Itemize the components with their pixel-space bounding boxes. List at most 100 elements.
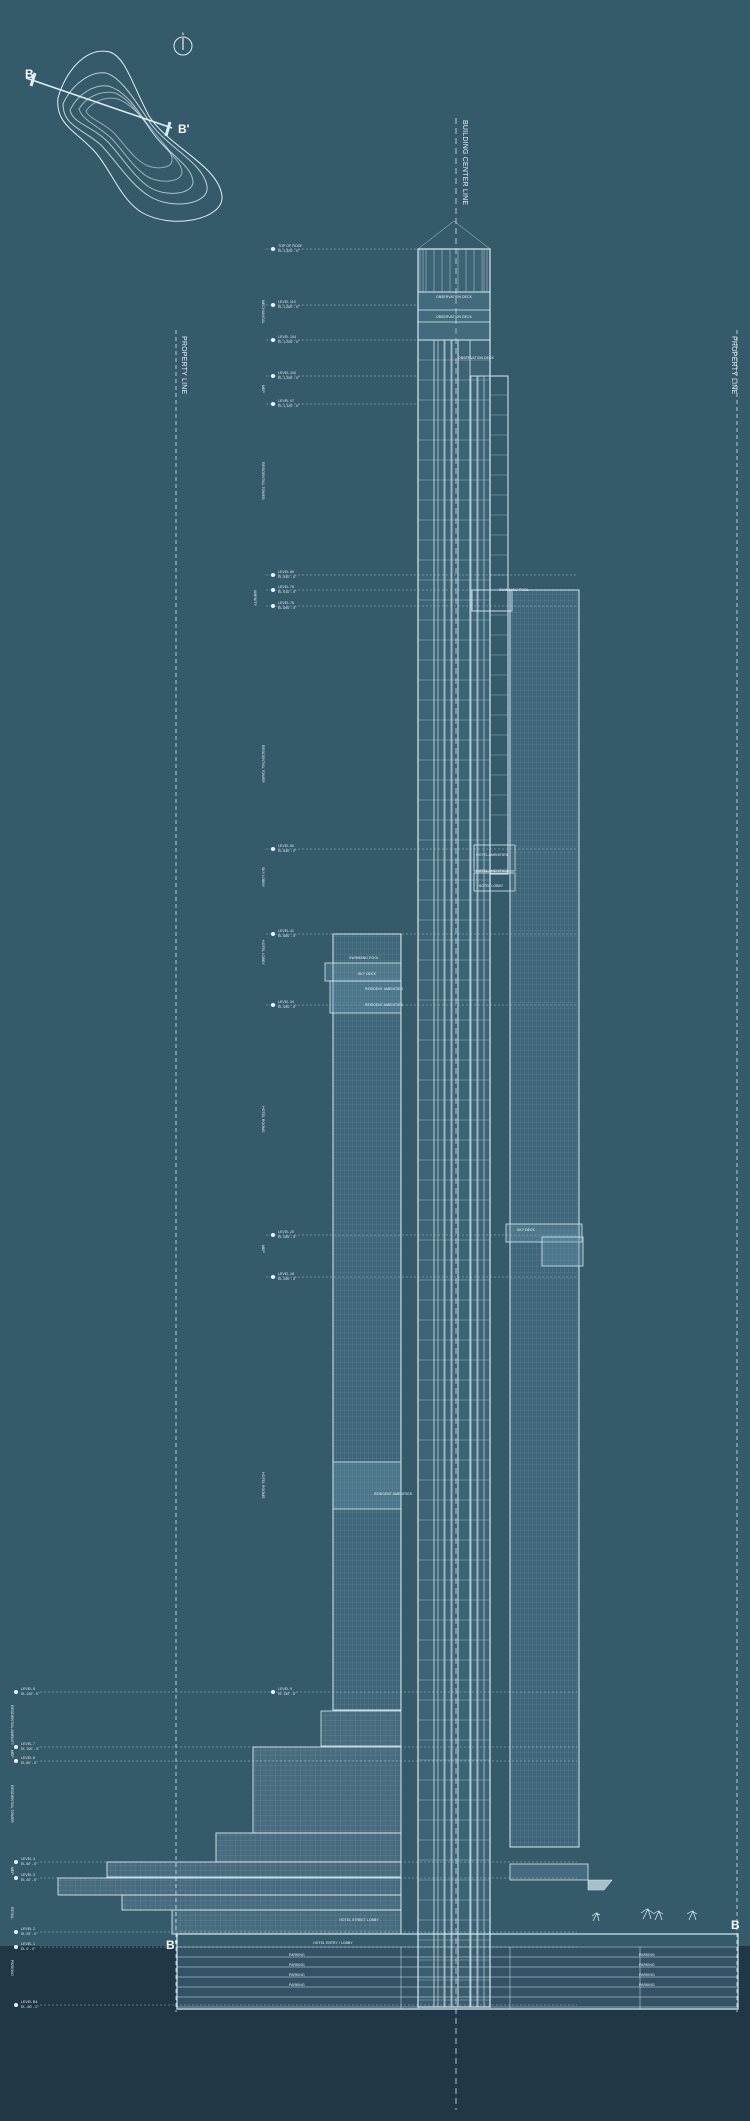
svg-text:EL 80' - 0": EL 80' - 0" bbox=[21, 1761, 38, 1765]
left-property-line-label: PROPERTY LINE bbox=[180, 336, 187, 394]
svg-text:LEVEL B4: LEVEL B4 bbox=[21, 2000, 37, 2004]
level-marker: LEVEL 41 EL 560' - 0" bbox=[271, 929, 297, 938]
svg-text:LEVEL 9: LEVEL 9 bbox=[21, 1687, 35, 1691]
room-label: RESIDENT AMENITIES bbox=[374, 1492, 413, 1496]
vertical-zone-labels: MECHANICAL MEP RESIDENTIAL TOWER AMENITY… bbox=[10, 300, 265, 1976]
zone-label: SKY LOBBY bbox=[261, 867, 265, 888]
room-label: PARKING bbox=[639, 1963, 655, 1967]
zone-label: HOTEL LOBBY bbox=[261, 940, 265, 965]
level-marker-group: TOP OF ROOF EL 1,320' - 0" LEVEL 110 EL … bbox=[14, 244, 303, 2009]
section-mark-bottom-right: B bbox=[731, 1918, 740, 1932]
svg-text:LEVEL 50: LEVEL 50 bbox=[278, 844, 294, 848]
svg-text:EL 250' - 0": EL 250' - 0" bbox=[278, 1277, 297, 1281]
level-marker: TOP OF ROOF EL 1,320' - 0" bbox=[271, 244, 303, 253]
right-property-line-label: PROPERTY LINE bbox=[730, 336, 737, 394]
svg-text:EL 130' - 0": EL 130' - 0" bbox=[278, 1692, 297, 1696]
room-label: OBSERVATION DECK bbox=[436, 295, 473, 299]
section-marker-b: B bbox=[25, 67, 34, 81]
svg-text:EL 40' - 0": EL 40' - 0" bbox=[21, 1878, 38, 1882]
left-mid-tower bbox=[320, 933, 402, 1747]
zone-label: RESIDENTIAL TOWER bbox=[261, 462, 265, 500]
svg-text:EL 1,320' - 0": EL 1,320' - 0" bbox=[278, 249, 300, 253]
level-lines bbox=[40, 248, 577, 2006]
svg-text:EL 890' - 0": EL 890' - 0" bbox=[278, 606, 297, 610]
room-label: RESIDENT AMENITIES bbox=[365, 987, 404, 991]
zone-label: MEP bbox=[261, 385, 265, 393]
svg-text:EL 910' - 0": EL 910' - 0" bbox=[278, 590, 297, 594]
svg-text:LEVEL 6: LEVEL 6 bbox=[21, 1756, 35, 1760]
svg-text:EL 1,260' - 0": EL 1,260' - 0" bbox=[278, 305, 300, 309]
level-marker: LEVEL 78 EL 910' - 0" bbox=[271, 585, 297, 594]
zone-label: HOTEL ROOMS bbox=[261, 1472, 265, 1499]
room-label: SWIMMING POOL bbox=[349, 956, 379, 960]
svg-text:LEVEL 1: LEVEL 1 bbox=[21, 1942, 35, 1946]
podium-masses bbox=[57, 1746, 739, 2010]
room-label: PARKING bbox=[289, 1983, 305, 1987]
level-marker: LEVEL 34 EL 490' - 0" bbox=[271, 1000, 297, 1009]
svg-text:EL 285' - 0": EL 285' - 0" bbox=[278, 1235, 297, 1239]
svg-text:LEVEL 76: LEVEL 76 bbox=[278, 601, 294, 605]
svg-text:LEVEL 80: LEVEL 80 bbox=[278, 570, 294, 574]
zone-label: MEP bbox=[10, 1750, 14, 1758]
room-label: PARKING bbox=[289, 1963, 305, 1967]
north-arrow-circle bbox=[173, 36, 193, 56]
svg-text:LEVEL 97: LEVEL 97 bbox=[278, 399, 294, 403]
plan-key-diagram bbox=[25, 36, 223, 222]
landscape-elements bbox=[591, 1908, 698, 1922]
north-label: N bbox=[182, 32, 185, 36]
svg-text:EL 25' - 0": EL 25' - 0" bbox=[21, 1932, 38, 1936]
room-label: HOTEL STREET LOBBY bbox=[339, 1918, 379, 1922]
parking-levels bbox=[177, 1946, 738, 2009]
zone-label: RESIDENTIAL TOWER bbox=[261, 745, 265, 783]
svg-text:LEVEL 9: LEVEL 9 bbox=[278, 1687, 292, 1691]
svg-text:LEVEL 18: LEVEL 18 bbox=[278, 1272, 294, 1276]
level-marker: LEVEL 100 EL 1,150' - 0" bbox=[271, 371, 300, 380]
room-labels: OBSERVATION DECK OBSERVATION DECK OBSERV… bbox=[289, 295, 655, 1987]
zone-label: PARKING bbox=[10, 1960, 14, 1976]
svg-text:LEVEL 7: LEVEL 7 bbox=[21, 1742, 35, 1746]
svg-text:EL 1,120' - 0": EL 1,120' - 0" bbox=[278, 404, 300, 408]
room-label: OBSERVATION DECK bbox=[436, 315, 473, 319]
room-label: PARKING bbox=[289, 1953, 305, 1957]
svg-text:LEVEL 3: LEVEL 3 bbox=[21, 1873, 35, 1877]
zone-label: MEP bbox=[10, 1867, 14, 1875]
level-marker: LEVEL 20 EL 285' - 0" bbox=[271, 1230, 297, 1239]
basement-fill bbox=[177, 1946, 738, 2010]
section-cut-line bbox=[25, 77, 173, 129]
svg-text:EL 50' - 0": EL 50' - 0" bbox=[21, 1862, 38, 1866]
reference-lines bbox=[175, 118, 738, 2110]
level-marker: LEVEL 1 EL 0' - 0" bbox=[14, 1942, 36, 1951]
svg-text:EL 490' - 0": EL 490' - 0" bbox=[278, 1005, 297, 1009]
level-marker: LEVEL 50 EL 640' - 0" bbox=[271, 844, 297, 853]
svg-text:LEVEL 2: LEVEL 2 bbox=[21, 1927, 35, 1931]
room-label: HOTEL ENTRY / LOBBY bbox=[313, 1941, 353, 1945]
room-label: RESIDENT AMENITIES bbox=[365, 1003, 404, 1007]
room-label: PARKING bbox=[289, 1973, 305, 1977]
section-marker-b-prime: B' bbox=[178, 122, 190, 136]
building-center-line-label: BUILDING CENTER LINE bbox=[461, 120, 468, 205]
svg-text:LEVEL 41: LEVEL 41 bbox=[278, 929, 294, 933]
svg-text:EL 560' - 0": EL 560' - 0" bbox=[278, 934, 297, 938]
svg-text:EL 0' - 0": EL 0' - 0" bbox=[21, 1947, 36, 1951]
zone-label: MECHANICAL bbox=[261, 300, 265, 324]
svg-text:LEVEL 20: LEVEL 20 bbox=[278, 1230, 294, 1234]
zone-label: MEP bbox=[261, 1245, 265, 1253]
room-label: SWIMMING POOL bbox=[499, 588, 529, 592]
zone-label: HOTEL ROOMS bbox=[261, 1106, 265, 1133]
level-marker: LEVEL 18 EL 250' - 0" bbox=[271, 1272, 297, 1281]
zone-label: RESIDENTIAL AMENITY bbox=[10, 1705, 14, 1746]
svg-text:EL 640' - 0": EL 640' - 0" bbox=[278, 849, 297, 853]
level-marker: LEVEL 76 EL 890' - 0" bbox=[271, 601, 297, 610]
svg-text:TOP OF ROOF: TOP OF ROOF bbox=[278, 244, 303, 248]
zone-label: RESIDENTIAL TOWER bbox=[10, 1785, 14, 1823]
level-marker: LEVEL 9 EL 130' - 0" bbox=[271, 1687, 297, 1696]
svg-text:LEVEL 104: LEVEL 104 bbox=[278, 335, 296, 339]
svg-text:LEVEL 110: LEVEL 110 bbox=[278, 300, 296, 304]
level-marker: LEVEL 6 EL 80' - 0" bbox=[14, 1756, 38, 1765]
svg-text:EL 1,200' - 0": EL 1,200' - 0" bbox=[278, 340, 300, 344]
room-label: SKY DECK bbox=[358, 972, 377, 976]
main-tower bbox=[417, 220, 491, 2008]
svg-text:LEVEL 34: LEVEL 34 bbox=[278, 1000, 294, 1004]
level-marker: LEVEL 3 EL 40' - 0" bbox=[14, 1873, 38, 1882]
level-marker: LEVEL 97 EL 1,120' - 0" bbox=[271, 399, 300, 408]
